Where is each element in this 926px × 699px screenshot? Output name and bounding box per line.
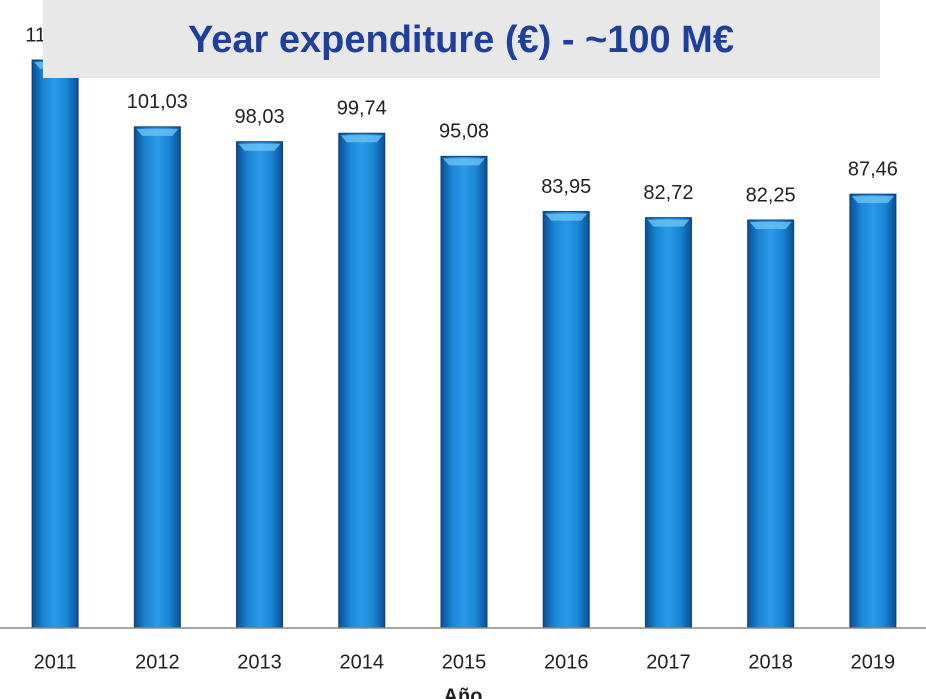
bar-cap [545,213,588,221]
x-tick-label: 2019 [851,651,896,673]
value-label: 95,08 [439,121,489,143]
x-axis-label: Año [444,685,483,699]
bar [747,219,795,629]
bar [236,141,284,629]
value-label: 82,72 [643,182,693,204]
bar-cap [238,143,281,151]
x-tick-label: 2013 [237,651,282,673]
x-tick-label: 2012 [135,651,180,673]
value-label: 101,03 [127,91,188,113]
bar [133,126,181,629]
chart-title: Year expenditure (€) - ~100 M€ [188,19,734,61]
bar [849,193,897,629]
bar-cap [136,128,179,136]
bar [440,155,488,629]
bar-cap [851,196,894,204]
bar [31,59,79,629]
title-box [43,0,880,78]
x-tick-label: 2011 [34,651,77,673]
x-tick-label: 2015 [442,651,487,673]
bar-cap [749,221,792,229]
x-tick-label: 2016 [544,651,589,673]
bar [542,211,590,629]
value-label: 87,46 [848,158,898,180]
x-tick-label: 2018 [748,651,793,673]
bar [644,217,692,629]
value-label: 99,74 [337,98,387,120]
bar-cap [340,135,383,143]
value-label: 83,95 [541,176,591,198]
bar [338,132,386,629]
value-label: 82,25 [746,184,796,206]
x-tick-label: 2017 [646,651,691,673]
x-tick-label: 2014 [340,651,385,673]
bar-cap [443,158,485,166]
bar-cap [647,219,690,227]
value-label: 98,03 [235,106,285,128]
